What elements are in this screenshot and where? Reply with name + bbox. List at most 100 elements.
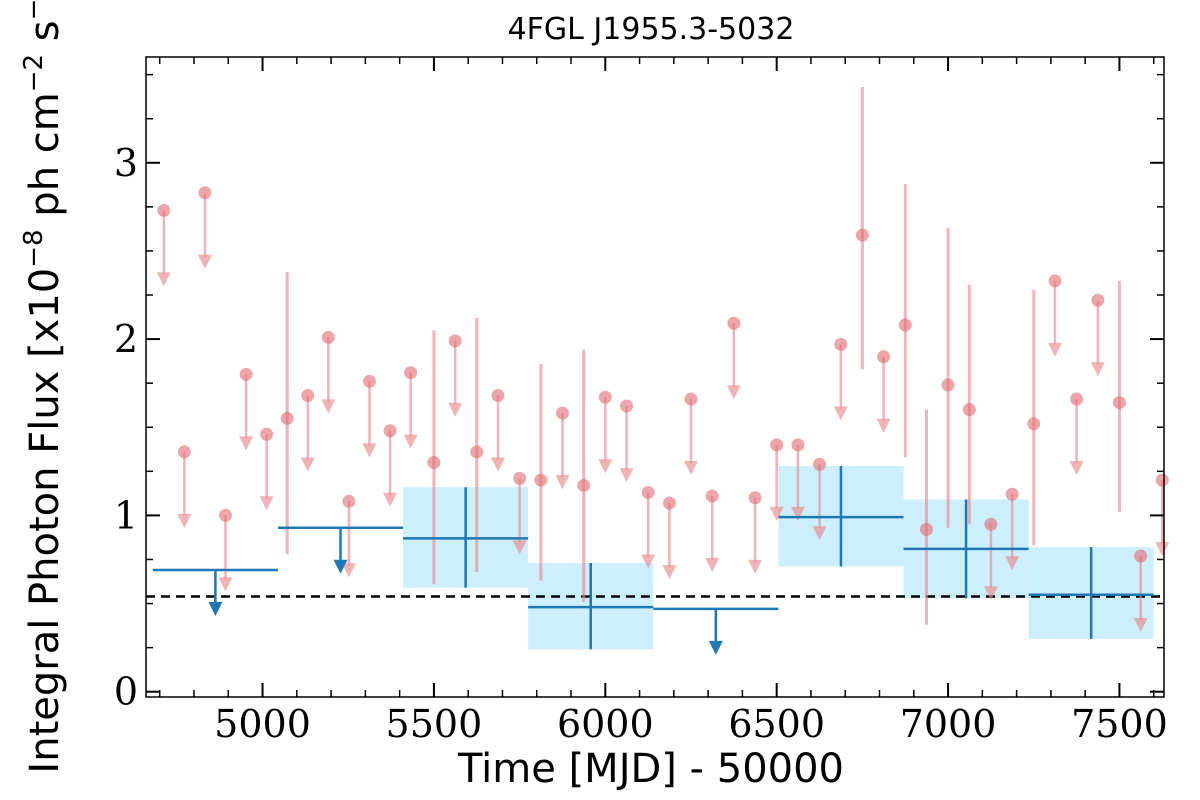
fine-upper-limit-arrow-19-head	[555, 475, 570, 490]
fine-point-26	[705, 489, 719, 503]
fine-point-0	[157, 203, 171, 217]
fine-upper-limit-arrow-21-head	[598, 459, 613, 474]
y-axis-label: Integral Photon Flux [x10−8 ph cm−2 s−1]	[19, 0, 68, 774]
y-tick-label-0: 0	[114, 670, 138, 714]
fine-upper-limit-arrow-10-head	[362, 443, 377, 458]
fine-point-27	[727, 316, 741, 330]
y-axis-label-base: Integral Photon Flux [x10	[22, 268, 68, 774]
fine-point-18	[534, 473, 548, 487]
fine-upper-limit-arrow-16-head	[491, 457, 506, 472]
fine-point-25	[684, 392, 698, 406]
fine-upper-limit-arrow-28-head	[748, 559, 763, 574]
fine-point-15	[470, 445, 484, 459]
fine-upper-limit-arrow-27-head	[726, 385, 741, 400]
fine-point-1	[177, 445, 191, 459]
fine-upper-limit-arrow-42-head	[1048, 342, 1063, 357]
fine-upper-limit-arrow-40-head	[1005, 556, 1020, 571]
fine-upper-limit-arrow-2-head	[197, 254, 212, 269]
fine-point-11	[383, 424, 397, 438]
fine-upper-limit-arrow-1-head	[177, 513, 192, 528]
fine-point-14	[448, 334, 462, 348]
fine-upper-limit-arrow-24-head	[662, 565, 677, 580]
axes-ticks: 5000 5500 6000 6500 7000 7500 0 1 2 3	[114, 57, 1168, 746]
fine-point-16	[491, 389, 505, 403]
fine-upper-limit-arrow-5-head	[259, 496, 274, 511]
x-tick-label-3: 6500	[728, 702, 825, 746]
fine-point-42	[1048, 274, 1062, 288]
fine-point-47	[1155, 473, 1169, 487]
y-axis-label-exp2: −2	[19, 54, 49, 92]
fine-upper-limit-arrow-0-head	[156, 272, 171, 287]
y-axis-label-exp3: −1	[19, 0, 49, 20]
x-axis-label: Time [MJD] - 50000	[457, 746, 844, 792]
fine-point-13	[427, 456, 441, 470]
fine-point-22	[620, 399, 634, 413]
fine-point-5	[260, 427, 274, 441]
fine-upper-limit-arrow-39-head	[983, 586, 998, 601]
fine-upper-limit-arrow-23-head	[641, 554, 656, 569]
fine-point-35	[898, 318, 912, 332]
fine-upper-limit-arrow-46-head	[1133, 617, 1148, 632]
coarse-upper-limit-arrow-1-head	[333, 559, 348, 574]
fine-point-43	[1070, 392, 1084, 406]
fine-upper-limit-arrow-34-head	[876, 418, 891, 433]
coarse-upper-limit-arrow-0-head	[208, 602, 223, 617]
fine-upper-limit-arrow-32-head	[833, 406, 848, 421]
fine-point-10	[362, 374, 376, 388]
fine-point-44	[1091, 293, 1105, 307]
fine-point-33	[855, 228, 869, 242]
y-tick-label-2: 2	[114, 317, 138, 361]
fine-point-39	[984, 517, 998, 531]
fine-point-20	[577, 478, 591, 492]
fine-upper-limit-arrow-3-head	[218, 577, 233, 592]
y-tick-label-3: 3	[114, 141, 138, 185]
fine-point-29	[770, 438, 784, 452]
fine-point-46	[1134, 549, 1148, 563]
y-axis-label-mid: ph cm	[22, 92, 68, 229]
fine-upper-limit-arrow-22-head	[619, 468, 634, 483]
fine-point-8	[321, 330, 335, 344]
fine-upper-limit-arrow-4-head	[239, 436, 254, 451]
fine-upper-limit-arrow-29-head	[769, 506, 784, 521]
fine-point-37	[941, 378, 955, 392]
fine-upper-limit-arrow-25-head	[683, 461, 698, 476]
fine-upper-limit-arrow-30-head	[790, 506, 805, 521]
fine-point-32	[834, 337, 848, 351]
fine-point-23	[641, 485, 655, 499]
fine-upper-limit-arrow-43-head	[1069, 461, 1084, 476]
x-tick-label-1: 5500	[386, 702, 483, 746]
x-tick-label-5: 7500	[1071, 702, 1168, 746]
fine-upper-limit-arrow-31-head	[812, 526, 827, 541]
fine-point-30	[791, 438, 805, 452]
plot-area	[146, 86, 1170, 655]
fine-point-31	[813, 457, 827, 471]
fine-point-7	[301, 389, 315, 403]
x-tick-label-2: 6000	[557, 702, 654, 746]
y-axis-label-exp1: −8	[19, 229, 49, 267]
fine-point-24	[662, 496, 676, 510]
y-tick-label-1: 1	[114, 493, 138, 537]
fine-point-41	[1027, 417, 1041, 431]
coarse-upper-limit-arrow-4-head	[708, 640, 723, 655]
fine-point-45	[1112, 396, 1126, 410]
fine-upper-limit-arrow-17-head	[512, 540, 527, 555]
plot-frame	[145, 56, 1165, 698]
chart-title: 4FGL J1955.3-5032	[508, 12, 795, 47]
fine-point-28	[748, 491, 762, 505]
fine-upper-limit-arrow-11-head	[383, 492, 398, 507]
fine-upper-limit-arrow-47-head	[1155, 542, 1170, 557]
fine-point-17	[513, 471, 527, 485]
fine-point-36	[919, 523, 933, 537]
fine-point-12	[404, 366, 418, 380]
x-tick-label-0: 5000	[214, 702, 311, 746]
fine-upper-limit-arrow-12-head	[403, 434, 418, 449]
fine-upper-limit-arrow-14-head	[448, 402, 463, 417]
fine-upper-limit-arrow-26-head	[705, 558, 720, 573]
fine-point-40	[1005, 487, 1019, 501]
fine-point-9	[342, 494, 356, 508]
y-axis-label-mid2: s	[22, 20, 68, 54]
fine-point-6	[280, 411, 294, 425]
fine-point-3	[219, 508, 233, 522]
fine-upper-limit-arrow-9-head	[341, 563, 356, 578]
x-tick-label-4: 7000	[900, 702, 997, 746]
